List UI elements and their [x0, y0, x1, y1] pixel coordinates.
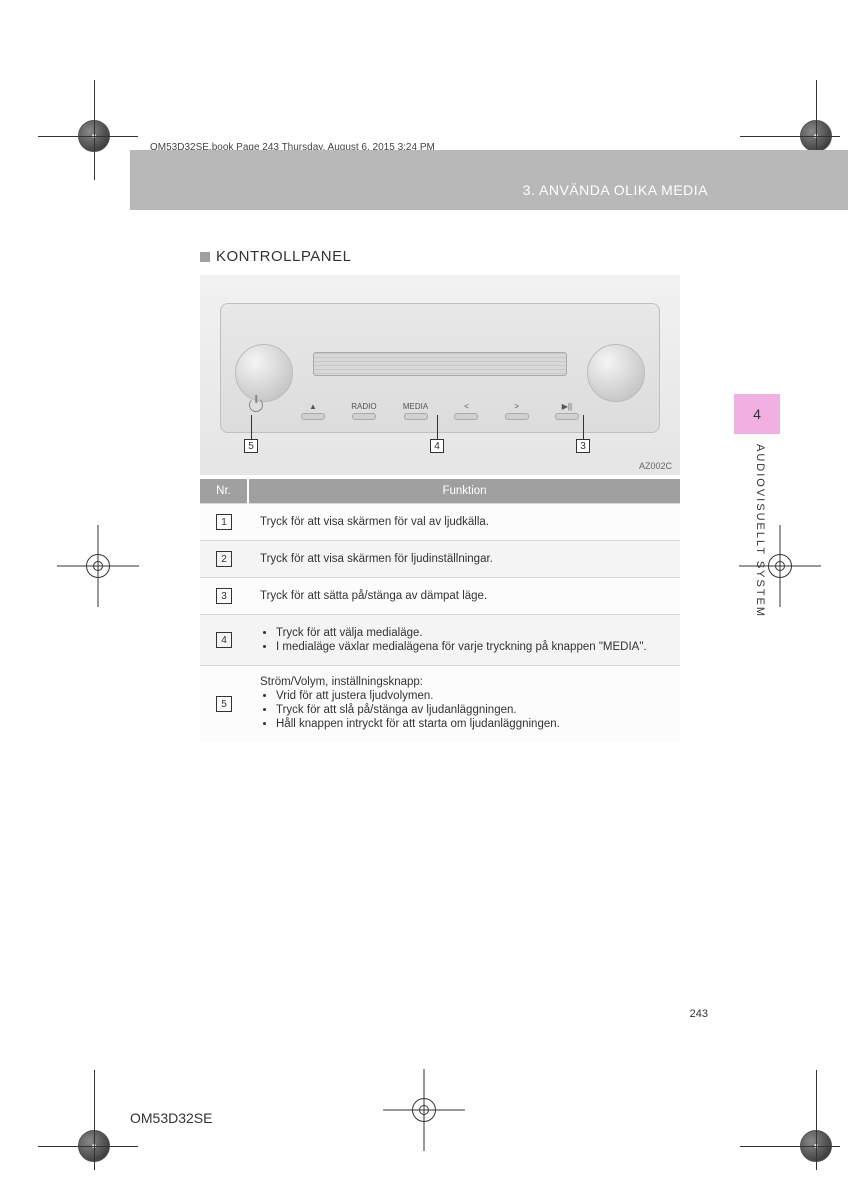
next-button: > [505, 402, 529, 420]
row-function-cell: Tryck för att sätta på/stänga av dämpat … [248, 578, 680, 615]
device-body: ▲ RADIO MEDIA < > ▶|| [220, 303, 660, 433]
crop-mark-bc [412, 1098, 436, 1122]
chapter-band: 3. ANVÄNDA OLIKA MEDIA [130, 150, 848, 210]
row-number-box: 1 [216, 514, 232, 530]
eject-button: ▲ [301, 402, 325, 420]
table-row: 2 Tryck för att visa skärmen för ljudinst… [200, 541, 680, 578]
media-button: MEDIA [403, 402, 428, 420]
row-number-box: 4 [216, 632, 232, 648]
table-row: 3 Tryck för att sätta på/stänga av dämpat… [200, 578, 680, 615]
row-number-box: 3 [216, 588, 232, 604]
row-number-box: 2 [216, 551, 232, 567]
function-table: Nr. Funktion 1 Tryck för att visa skärmen… [200, 479, 680, 742]
power-volume-knob [235, 344, 293, 402]
section-tab: 4 [734, 394, 780, 434]
section-heading: KONTROLLPANEL [200, 248, 680, 265]
row-number-box: 5 [216, 696, 232, 712]
table-row: 1 Tryck för att visa skärmen för val av l… [200, 504, 680, 541]
section-vertical-label: AUDIOVISUELLT SYSTEM [754, 444, 766, 618]
row-function-cell: Tryck för att visa skärmen för val av lj… [248, 504, 680, 541]
tune-knob [587, 344, 645, 402]
page-number: 243 [690, 1008, 708, 1020]
table-row: 4 Tryck för att välja medialäge.I medialä… [200, 615, 680, 666]
table-row: 5 Ström/Volym, inställningsknapp:Vrid för… [200, 666, 680, 743]
table-header-nr: Nr. [200, 479, 248, 504]
row-function-cell: Tryck för att välja medialäge.I medialäg… [248, 615, 680, 666]
row-function-cell: Tryck för att visa skärmen för ljudinstä… [248, 541, 680, 578]
radio-button: RADIO [351, 402, 376, 420]
image-code: AZ002C [639, 461, 672, 471]
crop-mark-ml [86, 554, 110, 578]
row-function-cell: Ström/Volym, inställningsknapp:Vrid för … [248, 666, 680, 743]
callout-4: 4 [430, 415, 444, 453]
chapter-title: 3. ANVÄNDA OLIKA MEDIA [523, 182, 708, 198]
callout-5: 5 [244, 415, 258, 453]
document-code: OM53D32SE [130, 1110, 212, 1126]
crop-mark-mr [768, 554, 792, 578]
table-header-funktion: Funktion [248, 479, 680, 504]
control-panel-figure: ▲ RADIO MEDIA < > ▶|| 5 4 3 AZ002C [200, 275, 680, 475]
power-icon [249, 398, 263, 412]
prev-button: < [454, 402, 478, 420]
callout-3: 3 [576, 415, 590, 453]
square-bullet-icon [200, 252, 210, 262]
cd-slot [313, 352, 567, 376]
page-content: KONTROLLPANEL ▲ RADIO MEDIA < > ▶|| 5 4 [200, 248, 680, 742]
section-heading-text: KONTROLLPANEL [216, 248, 351, 265]
